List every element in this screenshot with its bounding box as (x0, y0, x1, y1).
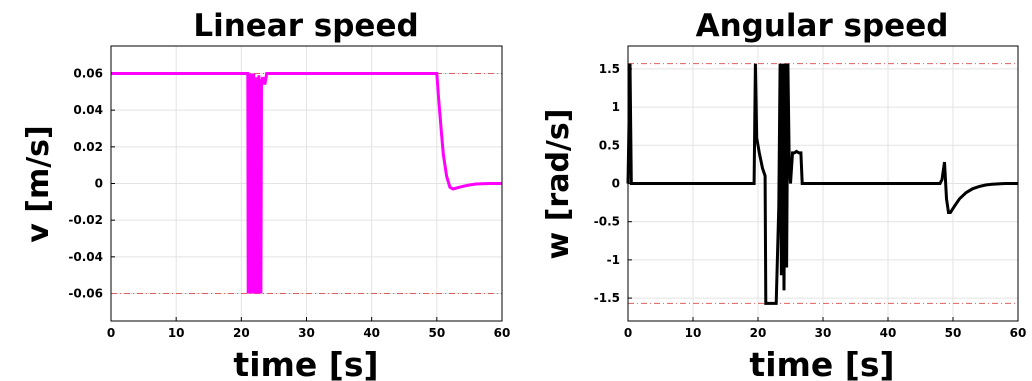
linear-y-tick-label: 0.04 (73, 103, 103, 117)
linear-x-tick-label: 30 (298, 326, 315, 340)
angular-y-tick-label: -1 (607, 253, 620, 267)
angular-x-tick-label: 30 (815, 326, 832, 340)
angular-speed-panel: 0 10 20 30 40 50 60 -1.5 -1 -0.5 0 0.5 1 1.5 Angular… (541, 8, 1026, 381)
angular-axes-frame (627, 45, 1019, 322)
angular-y-tick-label: -1.5 (594, 291, 620, 305)
linear-x-tick-label: 20 (233, 326, 250, 340)
angular-y-tick-label: 1.5 (599, 62, 620, 76)
angular-x-tick-label: 50 (945, 326, 962, 340)
angular-x-tick-label: 10 (685, 326, 702, 340)
linear-x-tick-label: 60 (494, 326, 511, 340)
angular-x-tick-label: 0 (624, 326, 632, 340)
linear-x-tick-labels: 0 10 20 30 40 50 60 (107, 326, 511, 340)
angular-x-tick-labels: 0 10 20 30 40 50 60 (624, 326, 1027, 340)
angular-x-tick-label: 40 (880, 326, 897, 340)
angular-chart-title: Angular speed (696, 8, 949, 44)
linear-x-tick-label: 40 (363, 326, 380, 340)
linear-series-line (111, 72, 502, 294)
linear-y-tick-label: -0.04 (68, 250, 103, 264)
linear-y-tick-label: -0.06 (68, 287, 103, 301)
angular-y-tick-label: -0.5 (594, 215, 620, 229)
linear-speed-panel: 0 10 20 30 40 50 60 -0.06 -0.04 -0.02 0 0.02 0.04 0.… (21, 8, 510, 381)
linear-x-tick-label: 0 (107, 326, 115, 340)
linear-y-axis-label: v [m/s] (21, 125, 56, 243)
linear-y-tick-label: 0 (95, 177, 103, 191)
angular-series-line (626, 63, 1018, 305)
angular-y-tick-label: 1 (612, 100, 620, 114)
angular-limit-lines (628, 63, 1018, 304)
angular-x-tick-label: 60 (1010, 326, 1027, 340)
linear-x-tick-label: 10 (168, 326, 185, 340)
linear-x-axis-label: time [s] (233, 345, 378, 381)
angular-x-axis-label: time [s] (749, 345, 894, 381)
linear-y-tick-label: -0.02 (68, 213, 103, 227)
linear-x-tick-label: 50 (428, 326, 445, 340)
angular-y-axis-label: w [rad/s] (541, 109, 576, 260)
linear-chart-title: Linear speed (193, 8, 418, 44)
angular-series (626, 63, 1018, 305)
linear-y-tick-labels: -0.06 -0.04 -0.02 0 0.02 0.04 0.06 (68, 67, 103, 301)
linear-y-tick-label: 0.06 (73, 67, 103, 81)
angular-y-tick-label: 0 (612, 177, 620, 191)
angular-y-tick-label: 0.5 (599, 138, 620, 152)
linear-series (111, 72, 502, 294)
linear-y-tick-label: 0.02 (73, 140, 103, 154)
angular-x-tick-label: 20 (750, 326, 767, 340)
linear-axes-frame (110, 45, 503, 322)
angular-y-tick-labels: -1.5 -1 -0.5 0 0.5 1 1.5 (594, 62, 620, 305)
